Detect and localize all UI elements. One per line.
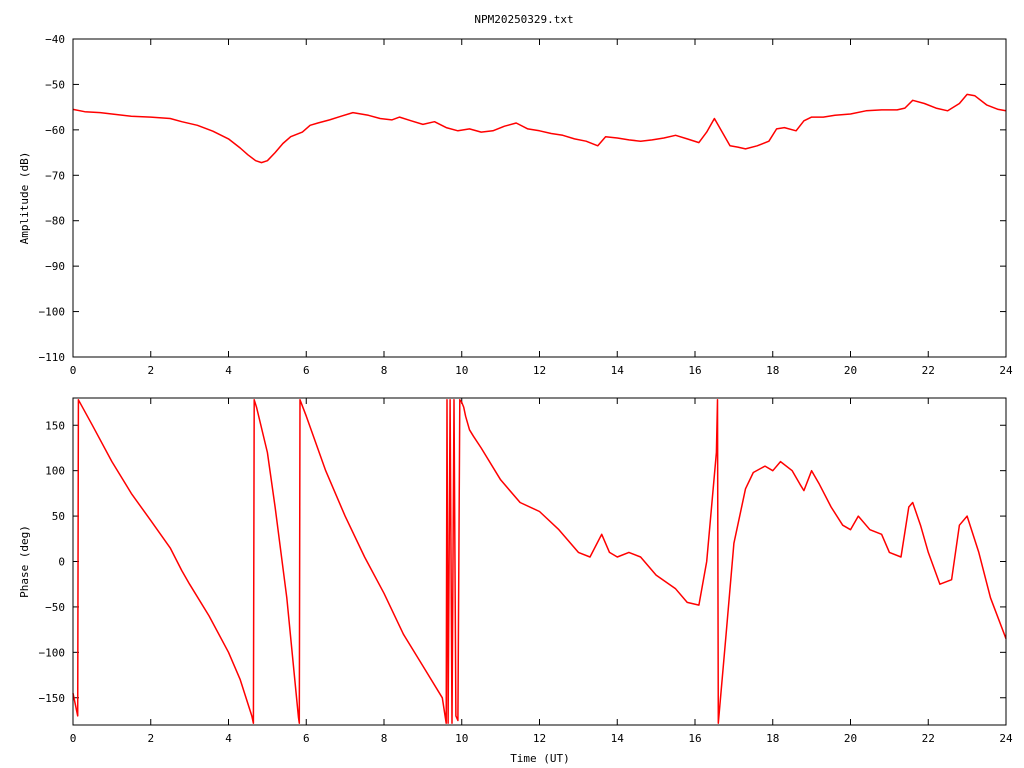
x-tick-label: 16: [688, 364, 701, 377]
x-tick-label: 12: [533, 364, 546, 377]
plot-frame: [72, 397, 1007, 726]
plot-frame: [72, 38, 1007, 358]
x-tick-label: 18: [766, 732, 779, 745]
plot-panel-2: 0 2 4 6 8 10 12 14 16 18 20 22 24−150−100−5005010015…: [18, 397, 1013, 745]
x-tick-label: 16: [688, 732, 701, 745]
x-axis-label: Time (UT): [510, 752, 570, 765]
x-tick-label: 24: [999, 364, 1013, 377]
x-tick-label: 24: [999, 732, 1013, 745]
y-tick-label: −70: [45, 169, 65, 182]
x-tick-label: 6: [303, 732, 310, 745]
data-series-1: [72, 93, 1007, 164]
x-tick-label: 4: [225, 732, 232, 745]
x-tick-label: 8: [381, 732, 388, 745]
y-tick-label: −150: [39, 692, 66, 705]
y-tick-label: −80: [45, 215, 65, 228]
x-tick-label: 22: [922, 364, 935, 377]
figure-title: NPM20250329.txt: [474, 13, 573, 26]
y-tick-label: −100: [39, 646, 66, 659]
y-tick-label: 150: [45, 419, 65, 432]
x-tick-label: 6: [303, 364, 310, 377]
x-tick-label: 2: [147, 364, 154, 377]
y-axis-label: Amplitude (dB): [18, 152, 31, 245]
y-tick-label: −60: [45, 124, 65, 137]
y-tick-label: 100: [45, 465, 65, 478]
x-tick-label: 2: [147, 732, 154, 745]
plot-panels: 0 2 4 6 8 10 12 14 16 18 20 22 24−110−100−90−80−70−6…: [18, 33, 1013, 745]
x-tick-label: 10: [455, 732, 468, 745]
x-tick-label: 22: [922, 732, 935, 745]
y-tick-label: −90: [45, 260, 65, 273]
x-tick-label: 0: [70, 364, 77, 377]
y-tick-label: 50: [52, 510, 65, 523]
x-tick-label: 0: [70, 732, 77, 745]
x-tick-label: 20: [844, 732, 857, 745]
plot-panel-1: 0 2 4 6 8 10 12 14 16 18 20 22 24−110−100−90−80−70−6…: [18, 33, 1013, 377]
y-tick-label: −100: [39, 306, 66, 319]
data-series-1: [72, 399, 1007, 724]
x-tick-label: 14: [611, 732, 625, 745]
y-tick-label: −40: [45, 33, 65, 46]
y-axis-label: Phase (deg): [18, 525, 31, 598]
x-tick-label: 4: [225, 364, 232, 377]
y-tick-label: −50: [45, 78, 65, 91]
x-tick-label: 10: [455, 364, 468, 377]
y-tick-label: −110: [39, 351, 66, 364]
y-tick-label: 0: [58, 556, 65, 569]
x-tick-label: 8: [381, 364, 388, 377]
x-tick-label: 14: [611, 364, 625, 377]
x-tick-label: 18: [766, 364, 779, 377]
x-tick-label: 20: [844, 364, 857, 377]
y-tick-label: −50: [45, 601, 65, 614]
x-tick-label: 12: [533, 732, 546, 745]
